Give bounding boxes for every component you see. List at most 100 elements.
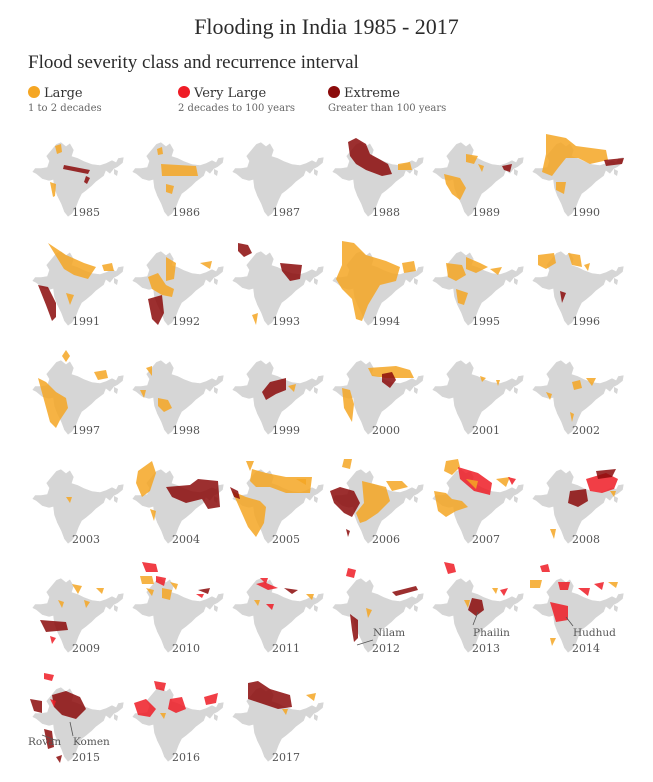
annotation-hudhud-label: Hudhud <box>573 627 616 639</box>
flood-area-large <box>162 588 172 600</box>
flood-area-large <box>492 588 498 594</box>
india-landmass <box>431 141 525 218</box>
flood-map-1989: 1989 <box>426 124 526 226</box>
india-landmass <box>531 359 625 436</box>
india-map-1985 <box>31 141 125 218</box>
flood-map-1995: 1995 <box>426 233 526 335</box>
india-map-1988 <box>331 138 425 218</box>
flood-map-2008: 2008 <box>526 451 626 553</box>
flood-map-2005: 2005 <box>226 451 326 553</box>
india-landmass <box>231 359 325 436</box>
india-northeast <box>614 605 618 612</box>
flood-area-large <box>102 263 114 271</box>
india-northeast <box>114 387 118 394</box>
india-map-2006 <box>330 459 425 545</box>
flood-map-1991: 1991 <box>26 233 126 335</box>
india-northeast <box>414 278 418 285</box>
flood-map-2015: 2015 <box>26 669 126 771</box>
flood-area-large <box>66 497 72 503</box>
india-northeast <box>114 496 118 503</box>
india-northeast <box>414 496 418 503</box>
annotation-rovan-label: Rovan <box>28 736 62 748</box>
flood-area-large <box>466 479 478 489</box>
flood-area-large <box>386 481 408 491</box>
flood-area-large <box>150 509 156 521</box>
india-map-1999 <box>231 359 325 436</box>
india-map-1996 <box>531 250 625 327</box>
india-map-2009 <box>31 577 125 654</box>
india-northeast <box>314 605 318 612</box>
flood-map-2016: 2016 <box>126 669 226 771</box>
flood-area-large <box>336 241 400 321</box>
flood-map-1999: 1999 <box>226 342 326 444</box>
flood-area-large <box>50 182 56 197</box>
flood-area-large <box>496 380 500 386</box>
flood-area-large <box>306 594 314 600</box>
india-map-2008 <box>531 468 625 545</box>
year-label-2010: 2010 <box>172 642 200 655</box>
flood-area-large <box>608 582 618 588</box>
india-landmass <box>531 577 625 654</box>
india-landmass <box>31 468 125 545</box>
year-label-1993: 1993 <box>272 315 300 328</box>
flood-map-1992: 1992 <box>126 233 226 335</box>
india-northeast <box>414 169 418 176</box>
india-northeast <box>514 169 518 176</box>
flood-area-large <box>466 257 488 273</box>
flood-map-2017: 2017 <box>226 669 326 771</box>
flood-area-extreme <box>166 479 220 509</box>
flood-area-large <box>444 459 460 475</box>
flood-area-large <box>166 257 176 281</box>
legend-extreme-desc: Greater than 100 years <box>328 103 447 114</box>
year-label-2011: 2011 <box>272 642 300 655</box>
flood-area-large <box>446 263 466 281</box>
flood-area-large <box>282 709 288 715</box>
flood-area-very-large <box>508 477 516 485</box>
flood-map-2002: 2002 <box>526 342 626 444</box>
india-landmass <box>31 359 125 436</box>
flood-area-large <box>542 134 608 176</box>
flood-area-large <box>530 580 542 588</box>
flood-area-very-large <box>50 699 56 707</box>
year-label-1991: 1991 <box>72 315 100 328</box>
india-landmass <box>231 141 325 218</box>
flood-area-large <box>610 491 616 497</box>
india-map-1994 <box>331 241 425 327</box>
flood-area-very-large <box>558 582 570 590</box>
flood-area-very-large <box>134 699 156 717</box>
india-map-1992 <box>131 250 225 327</box>
flood-area-large <box>568 253 582 267</box>
india-northeast <box>314 169 318 176</box>
annotation-phailin-label: Phailin <box>473 627 510 639</box>
flood-map-2000: 2000 <box>326 342 426 444</box>
year-label-2014: 2014 <box>572 642 600 655</box>
flood-area-extreme <box>84 176 90 184</box>
flood-area-extreme <box>198 588 210 594</box>
flood-area-very-large <box>256 582 278 590</box>
india-northeast <box>214 714 218 721</box>
india-map-2015 <box>30 673 125 763</box>
flood-area-large <box>586 378 596 386</box>
flood-area-large <box>288 384 296 392</box>
india-map-1991 <box>31 243 125 327</box>
flood-area-very-large <box>196 594 204 598</box>
flood-area-large <box>456 289 468 305</box>
flood-area-very-large <box>346 568 356 578</box>
year-label-2003: 2003 <box>72 533 100 546</box>
flood-area-large <box>296 479 306 485</box>
flood-area-large <box>444 174 466 200</box>
flood-area-large <box>96 588 104 594</box>
flood-area-large <box>146 366 152 376</box>
india-northeast <box>114 714 118 721</box>
flood-area-extreme <box>382 372 396 388</box>
india-northeast <box>614 278 618 285</box>
flood-area-extreme <box>56 755 62 763</box>
flood-map-2013: 2013 <box>426 560 526 662</box>
year-label-1999: 1999 <box>272 424 300 437</box>
year-label-2016: 2016 <box>172 751 200 764</box>
flood-map-1996: 1996 <box>526 233 626 335</box>
flood-area-large <box>550 638 556 646</box>
flood-area-large <box>480 376 486 382</box>
flood-area-large <box>55 144 62 154</box>
india-map-1986 <box>131 141 225 218</box>
